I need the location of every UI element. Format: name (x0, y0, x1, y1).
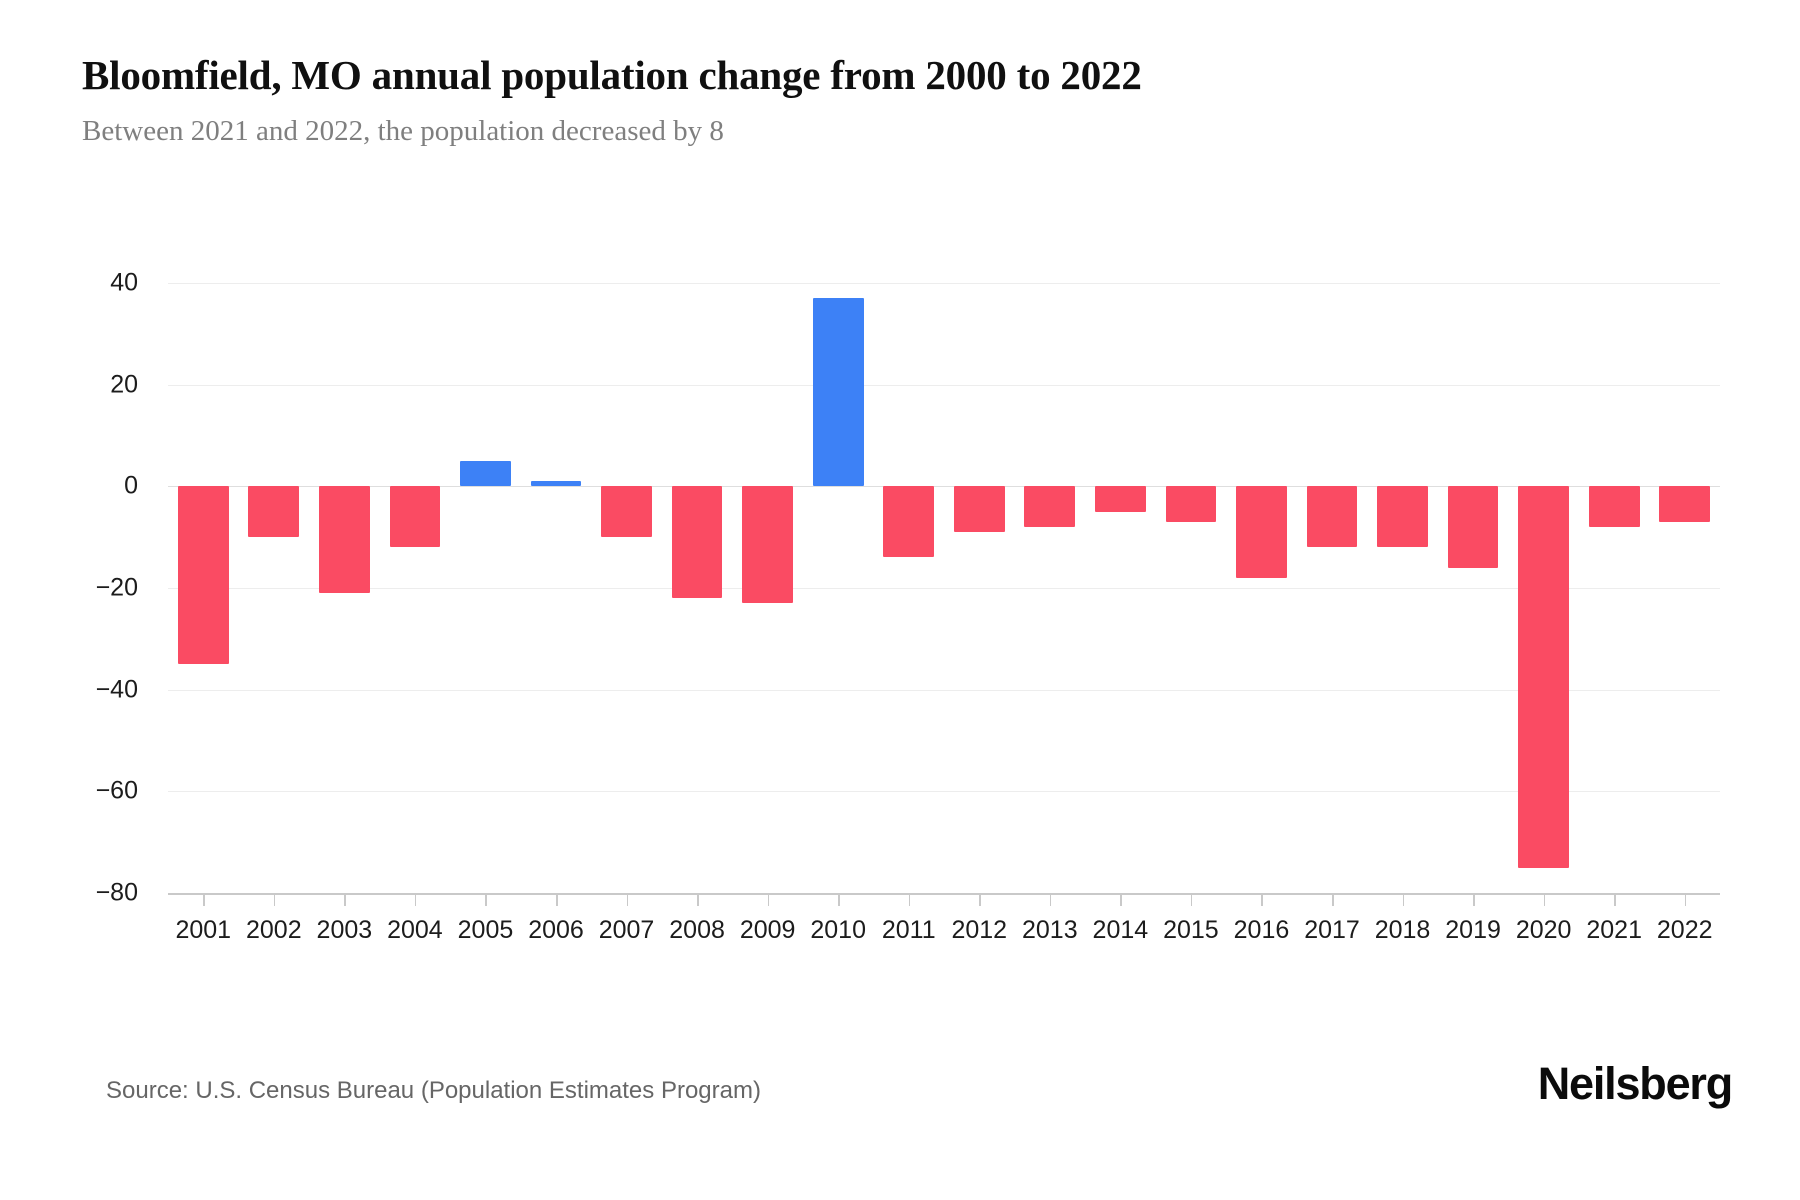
x-tick-label: 2016 (1233, 916, 1290, 944)
x-tick-label: 2003 (316, 916, 373, 944)
x-tick-label: 2009 (739, 916, 796, 944)
y-tick-label: 0 (124, 471, 138, 500)
x-tick-mark (203, 893, 205, 906)
x-tick-label: 2012 (951, 916, 1008, 944)
chart-subtitle: Between 2021 and 2022, the population de… (82, 115, 724, 148)
x-tick-mark (344, 893, 346, 906)
x-tick-mark (908, 893, 911, 906)
x-axis-labels: 2001 2002 2003 2004 2005 2006 2007 2008 2009 2010… (168, 916, 1720, 956)
bar[interactable] (812, 298, 864, 487)
gridline (168, 384, 1720, 386)
bar[interactable] (1094, 486, 1146, 512)
gridline (168, 689, 1720, 691)
x-tick-label: 2002 (246, 916, 302, 944)
source-note: Source: U.S. Census Bureau (Population E… (106, 1077, 761, 1104)
bar[interactable] (1306, 486, 1358, 548)
x-tick-mark (697, 893, 699, 906)
chart-header: Bloomfield, MO annual population change … (82, 52, 1732, 148)
x-tick-mark (1120, 893, 1122, 906)
x-tick-mark (414, 893, 417, 906)
zero-axis-line (168, 486, 1720, 488)
gridline (168, 588, 1720, 589)
bar[interactable] (1236, 486, 1287, 578)
x-tick-label: 2006 (528, 916, 584, 944)
x-tick-label: 2008 (669, 916, 725, 944)
x-tick-mark (1049, 893, 1052, 906)
bar[interactable] (460, 460, 511, 487)
x-tick-mark (1473, 893, 1475, 906)
x-tick-label: 2019 (1445, 916, 1501, 944)
x-tick-mark (485, 893, 487, 906)
x-tick-label: 2017 (1304, 916, 1360, 944)
bar[interactable] (389, 486, 441, 548)
x-tick-mark (1614, 893, 1616, 906)
bar[interactable] (1024, 486, 1076, 527)
bar[interactable] (1518, 486, 1570, 868)
x-tick-mark (767, 893, 770, 906)
bar-series (168, 283, 1720, 893)
x-tick-label: 2015 (1163, 916, 1219, 944)
x-tick-mark (626, 893, 629, 906)
x-tick-label: 2018 (1374, 916, 1431, 944)
bar[interactable] (530, 481, 582, 487)
bar[interactable] (177, 486, 229, 665)
y-tick-label: −80 (95, 878, 138, 907)
bar[interactable] (1588, 486, 1640, 527)
y-axis-labels: 40 20 0 −20 −40 −60 −80 (0, 269, 150, 907)
bar[interactable] (318, 486, 370, 594)
neilsberg-logo: Neilsberg (1537, 1058, 1733, 1109)
bar[interactable] (742, 486, 794, 604)
bar[interactable] (1659, 486, 1711, 522)
y-tick-label: −40 (95, 675, 138, 704)
x-tick-label: 2013 (1022, 916, 1078, 944)
bar[interactable] (1447, 486, 1499, 568)
bar[interactable] (601, 486, 652, 538)
x-tick-mark (1190, 893, 1193, 906)
x-tick-label: 2014 (1092, 916, 1149, 944)
bar[interactable] (883, 486, 935, 558)
page-title: Bloomfield, MO annual population change … (82, 52, 1142, 98)
bar[interactable] (248, 486, 300, 538)
bar[interactable] (1377, 486, 1428, 548)
x-axis-line (168, 893, 1720, 895)
x-tick-mark (273, 893, 276, 906)
gridline (168, 791, 1720, 793)
x-tick-mark (1332, 893, 1334, 906)
x-tick-mark (1684, 893, 1687, 906)
y-tick-label: 40 (110, 268, 138, 297)
x-tick-label: 2007 (598, 916, 655, 944)
x-axis-ticks (168, 893, 1720, 907)
x-tick-label: 2022 (1656, 916, 1713, 944)
x-tick-label: 2011 (881, 916, 936, 944)
bar[interactable] (671, 486, 723, 599)
x-tick-label: 2010 (810, 916, 866, 944)
x-tick-label: 2020 (1515, 916, 1572, 944)
x-tick-mark (838, 893, 840, 906)
x-tick-label: 2005 (457, 916, 514, 944)
gridline (168, 283, 1720, 284)
x-tick-label: 2001 (175, 916, 232, 944)
y-tick-label: 20 (110, 370, 138, 399)
x-tick-label: 2004 (387, 916, 443, 944)
x-tick-label: 2021 (1586, 916, 1642, 944)
bar[interactable] (1165, 486, 1217, 522)
x-tick-mark (979, 893, 981, 906)
x-tick-mark (1402, 893, 1405, 906)
bar[interactable] (953, 486, 1005, 533)
y-tick-label: −20 (95, 573, 138, 602)
x-tick-mark (556, 893, 558, 906)
x-tick-mark (1261, 893, 1263, 906)
y-tick-label: −60 (95, 776, 138, 805)
x-tick-mark (1543, 893, 1546, 906)
